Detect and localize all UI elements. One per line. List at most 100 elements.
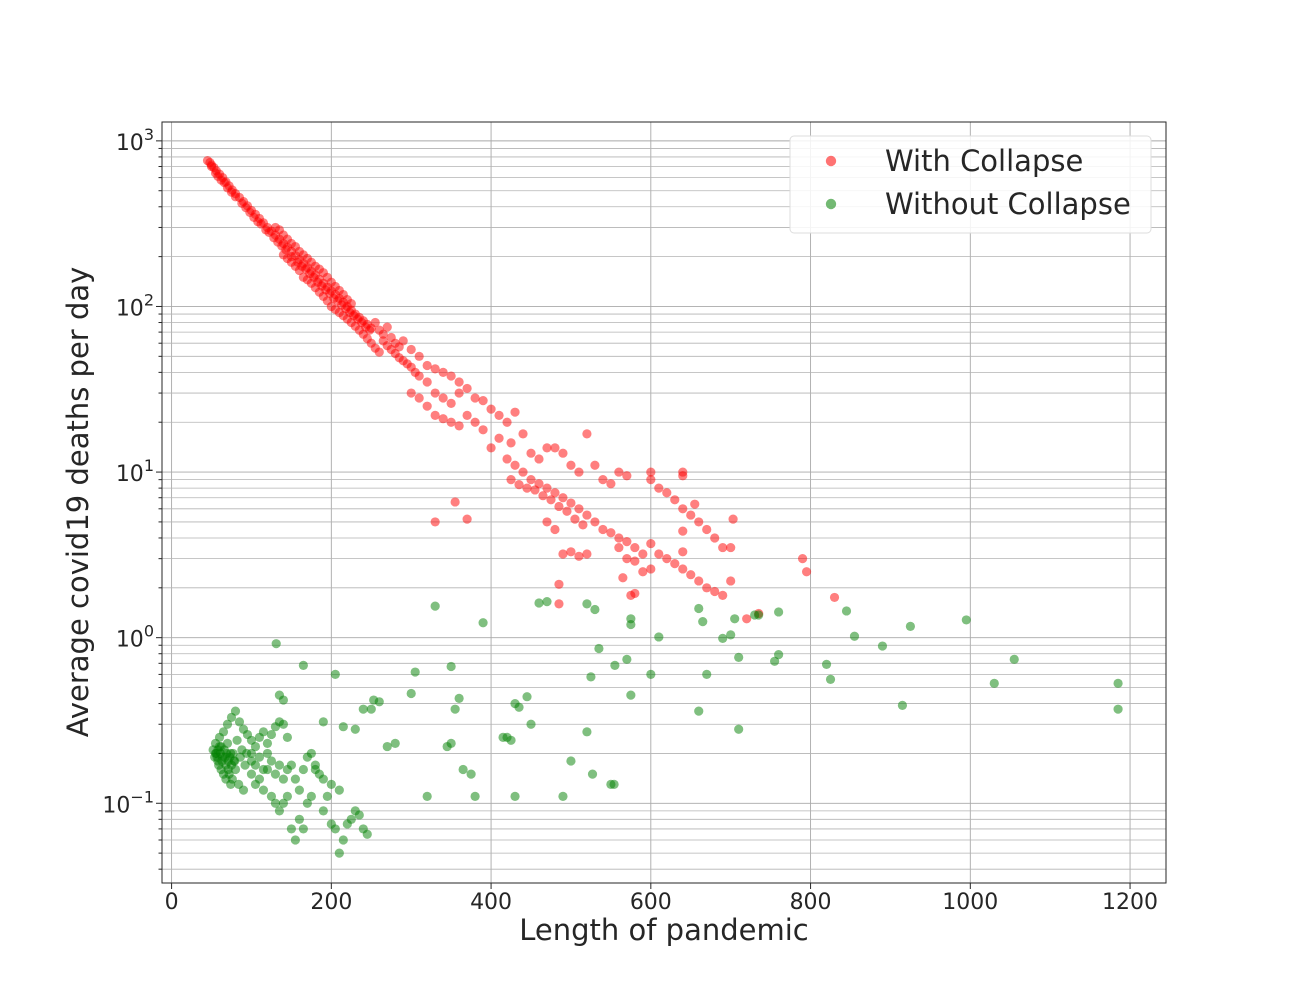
point-with-collapse bbox=[718, 542, 728, 553]
point-without-collapse bbox=[350, 724, 360, 734]
point-with-collapse bbox=[694, 517, 704, 527]
point-without-collapse bbox=[298, 660, 308, 671]
point-with-collapse bbox=[462, 383, 472, 394]
point-without-collapse bbox=[286, 760, 296, 770]
point-without-collapse bbox=[1009, 654, 1019, 664]
point-without-collapse bbox=[294, 785, 304, 795]
point-with-collapse bbox=[646, 475, 656, 485]
point-without-collapse bbox=[226, 779, 236, 789]
point-with-collapse bbox=[742, 614, 752, 624]
point-without-collapse bbox=[258, 764, 269, 775]
point-without-collapse bbox=[234, 717, 245, 727]
point-with-collapse bbox=[606, 528, 616, 538]
point-with-collapse bbox=[542, 517, 552, 527]
point-with-collapse bbox=[526, 475, 536, 485]
legend-label-with-collapse: With Collapse bbox=[885, 144, 1083, 178]
point-with-collapse bbox=[470, 417, 480, 427]
point-with-collapse bbox=[590, 460, 600, 470]
legend-box bbox=[789, 135, 1152, 234]
point-without-collapse bbox=[450, 704, 460, 714]
point-with-collapse bbox=[230, 192, 241, 202]
point-with-collapse bbox=[566, 547, 576, 557]
point-without-collapse bbox=[334, 785, 344, 795]
point-with-collapse bbox=[718, 590, 728, 600]
point-without-collapse bbox=[422, 791, 432, 802]
point-without-collapse bbox=[330, 669, 340, 680]
point-with-collapse bbox=[430, 517, 440, 527]
point-without-collapse bbox=[849, 631, 860, 641]
point-with-collapse bbox=[622, 537, 632, 547]
point-with-collapse bbox=[678, 471, 688, 481]
point-with-collapse bbox=[690, 499, 700, 509]
point-with-collapse bbox=[678, 526, 688, 536]
point-with-collapse bbox=[598, 524, 608, 535]
point-with-collapse bbox=[406, 344, 416, 355]
point-without-collapse bbox=[278, 774, 289, 784]
point-without-collapse bbox=[346, 814, 356, 824]
point-without-collapse bbox=[1113, 704, 1123, 714]
point-with-collapse bbox=[678, 564, 688, 574]
point-without-collapse bbox=[354, 810, 364, 820]
x-tick-label: 800 bbox=[790, 890, 832, 915]
point-without-collapse bbox=[306, 748, 316, 759]
point-without-collapse bbox=[694, 706, 704, 716]
point-with-collapse bbox=[446, 417, 456, 427]
point-with-collapse bbox=[414, 393, 424, 403]
point-without-collapse bbox=[542, 597, 552, 607]
point-without-collapse bbox=[322, 791, 332, 802]
point-with-collapse bbox=[606, 479, 616, 489]
point-with-collapse bbox=[438, 414, 448, 424]
point-without-collapse bbox=[702, 669, 712, 680]
point-without-collapse bbox=[410, 667, 420, 677]
point-without-collapse bbox=[430, 601, 440, 611]
point-with-collapse bbox=[590, 517, 600, 527]
point-without-collapse bbox=[228, 748, 238, 759]
point-with-collapse bbox=[574, 551, 584, 561]
point-with-collapse bbox=[638, 549, 648, 559]
point-without-collapse bbox=[821, 659, 832, 669]
point-with-collapse bbox=[478, 425, 488, 435]
point-without-collapse bbox=[274, 806, 285, 816]
point-with-collapse bbox=[710, 586, 720, 597]
point-with-collapse bbox=[422, 401, 432, 411]
point-without-collapse bbox=[223, 764, 233, 775]
point-with-collapse bbox=[446, 398, 456, 408]
point-with-collapse bbox=[702, 524, 712, 535]
point-with-collapse bbox=[554, 599, 564, 609]
point-without-collapse bbox=[590, 604, 600, 615]
data-points bbox=[202, 156, 1123, 858]
point-without-collapse bbox=[1113, 678, 1123, 688]
point-with-collapse bbox=[406, 388, 416, 398]
y-tick-label: 100 bbox=[116, 622, 154, 653]
point-with-collapse bbox=[510, 407, 520, 417]
point-without-collapse bbox=[654, 632, 664, 642]
point-with-collapse bbox=[494, 410, 504, 420]
point-with-collapse bbox=[486, 443, 496, 453]
point-with-collapse bbox=[710, 533, 720, 543]
point-with-collapse bbox=[578, 520, 588, 530]
point-with-collapse bbox=[398, 336, 408, 346]
point-without-collapse bbox=[266, 756, 277, 766]
point-without-collapse bbox=[330, 824, 340, 834]
point-without-collapse bbox=[610, 660, 620, 671]
point-without-collapse bbox=[302, 798, 312, 808]
point-without-collapse bbox=[506, 735, 516, 745]
point-with-collapse bbox=[530, 485, 540, 495]
point-without-collapse bbox=[254, 752, 265, 762]
point-without-collapse bbox=[582, 599, 592, 609]
point-without-collapse bbox=[526, 719, 536, 729]
point-without-collapse bbox=[470, 791, 480, 802]
point-with-collapse bbox=[654, 483, 664, 493]
point-without-collapse bbox=[306, 791, 316, 802]
point-with-collapse bbox=[502, 417, 512, 427]
point-with-collapse bbox=[797, 554, 808, 564]
point-without-collapse bbox=[877, 641, 888, 651]
plot-area-frame bbox=[161, 121, 1167, 884]
point-without-collapse bbox=[841, 606, 852, 616]
point-with-collapse bbox=[374, 347, 384, 357]
point-without-collapse bbox=[274, 760, 285, 770]
point-without-collapse bbox=[609, 779, 619, 789]
point-with-collapse bbox=[438, 393, 448, 403]
point-with-collapse bbox=[378, 329, 388, 339]
point-with-collapse bbox=[558, 549, 568, 559]
